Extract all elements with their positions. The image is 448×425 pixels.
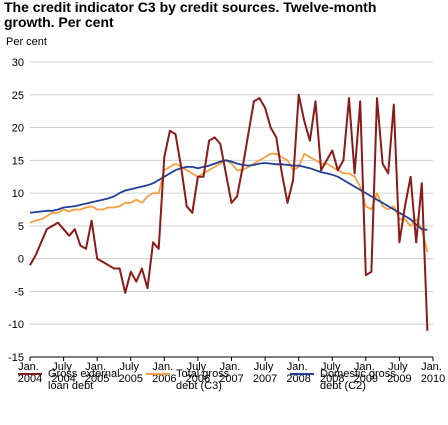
x-tick-label: July 2006 (186, 361, 210, 385)
legend-swatch (18, 373, 42, 375)
x-tick-label: Jan. 2005 (85, 361, 109, 385)
x-tick-label: July 2007 (253, 361, 277, 385)
series-line (29, 93, 429, 331)
legend-label: Domestic gross debt (C2) (320, 368, 396, 392)
x-tick-label: Jan. 2004 (18, 361, 42, 385)
x-tick-label: July 2004 (51, 361, 75, 385)
series-line (29, 159, 428, 231)
y-tick-label: 25 (12, 90, 24, 102)
x-tick-label: Jan. 2006 (152, 361, 176, 385)
x-tick-label: Jan. 2007 (219, 361, 243, 385)
x-tick-label: Jan. 2009 (354, 361, 378, 385)
y-tick-label: -15 (8, 352, 24, 364)
y-tick-label: 5 (18, 221, 24, 233)
x-tick-label: Jan. 2010 (421, 361, 445, 385)
x-tick-label: July 2009 (387, 361, 411, 385)
y-axis-label: Per cent (6, 36, 47, 48)
y-tick-label: 20 (12, 123, 24, 135)
legend-label: Gross external loan debt (48, 368, 120, 392)
y-tick-label: 10 (12, 188, 24, 200)
x-tick-label: Jan. 2008 (286, 361, 310, 385)
legend-swatch (290, 373, 314, 375)
legend-label: Total gross debt (C3) (176, 368, 230, 392)
y-tick-label: 30 (12, 57, 24, 69)
x-tick-label: July 2008 (320, 361, 344, 385)
y-tick-label: 0 (18, 254, 24, 266)
chart-title: The credit indicator C3 by credit source… (4, 0, 377, 30)
y-tick-label: 15 (12, 155, 24, 167)
y-tick-label: -5 (14, 286, 24, 298)
legend-swatch (146, 373, 170, 375)
x-tick-label: July 2005 (119, 361, 143, 385)
y-tick-label: -10 (8, 319, 24, 331)
